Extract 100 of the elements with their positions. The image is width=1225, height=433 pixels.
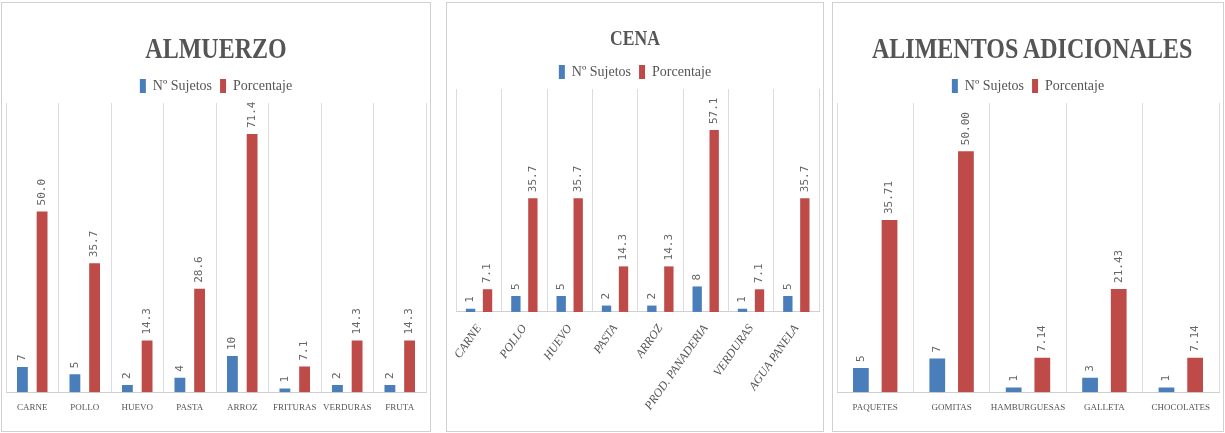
bar [528, 198, 538, 312]
bar [404, 340, 416, 393]
data-label: 3 [1082, 365, 1096, 372]
data-label: 7.14 [1187, 324, 1201, 352]
bar [556, 296, 566, 312]
data-label: 1 [1006, 374, 1020, 382]
legend-label: Nº Sujetos [152, 77, 213, 93]
data-label: 5 [508, 283, 522, 291]
bar [465, 308, 476, 312]
x-tick-label: HAMBURGUESAS [990, 401, 1066, 412]
data-label: 14.3 [616, 233, 630, 261]
data-label: 7.1 [297, 340, 311, 361]
x-tick-label: PAQUETES [852, 401, 898, 412]
x-tick-label: GALLETA [1084, 401, 1126, 412]
bar [511, 296, 521, 312]
bar [692, 286, 702, 312]
data-label: 35.7 [571, 165, 585, 193]
bar [1187, 357, 1203, 393]
data-label: 2 [599, 292, 613, 300]
bar [958, 151, 974, 393]
chart-title: ALIMENTOS ADICIONALES [872, 31, 1193, 65]
bar [482, 289, 493, 312]
data-label: 7.1 [752, 263, 766, 284]
x-tick-label: FRITURAS [272, 401, 317, 412]
data-label: 10 [225, 336, 239, 351]
data-label: 14.3 [349, 308, 363, 335]
bar [89, 263, 101, 393]
bar [351, 340, 363, 393]
bar [1110, 288, 1127, 393]
data-label: 5 [853, 355, 867, 363]
bar [1158, 387, 1175, 393]
data-label: 28.6 [192, 256, 206, 283]
data-label: 35.71 [882, 180, 896, 215]
data-label: 5 [780, 283, 794, 291]
bar [664, 266, 674, 312]
legend-label: Nº Sujetos [571, 63, 632, 79]
data-label: 2 [120, 372, 134, 379]
legend-label: Porcentaje [233, 77, 293, 93]
legend-label: Nº Sujetos [964, 77, 1025, 93]
data-label: 5 [67, 361, 81, 369]
data-label: 1 [463, 296, 477, 303]
bar [800, 198, 810, 312]
bar [1005, 387, 1022, 393]
bar [709, 130, 719, 312]
x-tick-label: HUEVO [121, 401, 154, 412]
data-label: 50.00 [958, 112, 972, 146]
data-label: 71.4 [244, 101, 258, 129]
chart-title: CENA [609, 25, 661, 51]
data-label: 35.7 [87, 230, 101, 258]
bar [618, 266, 629, 312]
data-label: 14.3 [402, 308, 416, 335]
bar [194, 288, 206, 393]
data-label: 2 [382, 372, 396, 379]
bar [174, 377, 186, 393]
bar [16, 366, 28, 393]
data-label: 14.3 [661, 233, 675, 261]
bar [881, 220, 898, 393]
bar [36, 211, 48, 393]
bar [1034, 357, 1051, 393]
bar [299, 366, 311, 393]
x-tick-label: VERDURAS [322, 401, 372, 412]
bar [853, 368, 869, 393]
data-label: 4 [172, 364, 186, 372]
bar [601, 305, 612, 312]
data-label: 14.3 [139, 308, 153, 335]
data-label: 5 [554, 283, 568, 291]
bar [246, 134, 258, 393]
bar [331, 384, 343, 393]
bar [573, 198, 583, 312]
data-label: 57.1 [707, 97, 721, 125]
data-label: 21.43 [1111, 249, 1125, 283]
data-label: 7 [15, 354, 29, 361]
data-label: 1 [277, 375, 291, 383]
x-tick-label: FRUTA [385, 401, 415, 412]
data-label: 7 [930, 345, 944, 353]
data-label: 35.7 [525, 165, 539, 193]
bar [141, 340, 153, 393]
data-label: 7.14 [1035, 324, 1049, 352]
data-label: 2 [644, 292, 658, 300]
x-tick-label: GOMITAS [931, 401, 972, 412]
legend-label: Porcentaje [1045, 77, 1105, 93]
bar [121, 384, 133, 393]
data-label: 2 [330, 372, 344, 379]
data-label: 7.1 [480, 263, 494, 284]
data-label: 8 [690, 273, 704, 281]
x-tick-label: CARNE [16, 401, 48, 412]
data-label: 35.7 [797, 165, 811, 193]
bar [929, 358, 946, 393]
data-label: 50.0 [34, 178, 48, 206]
bar [384, 384, 396, 393]
bar [69, 374, 81, 393]
x-tick-label: PASTA [176, 401, 204, 412]
data-label: 1 [735, 296, 749, 303]
bar [226, 356, 238, 393]
bar [1082, 377, 1098, 393]
data-label: 1 [1159, 374, 1173, 382]
x-tick-label: ARROZ [226, 401, 258, 412]
x-tick-label: CHOCOLATES [1151, 401, 1211, 412]
bar [783, 296, 793, 312]
bar [737, 308, 748, 312]
